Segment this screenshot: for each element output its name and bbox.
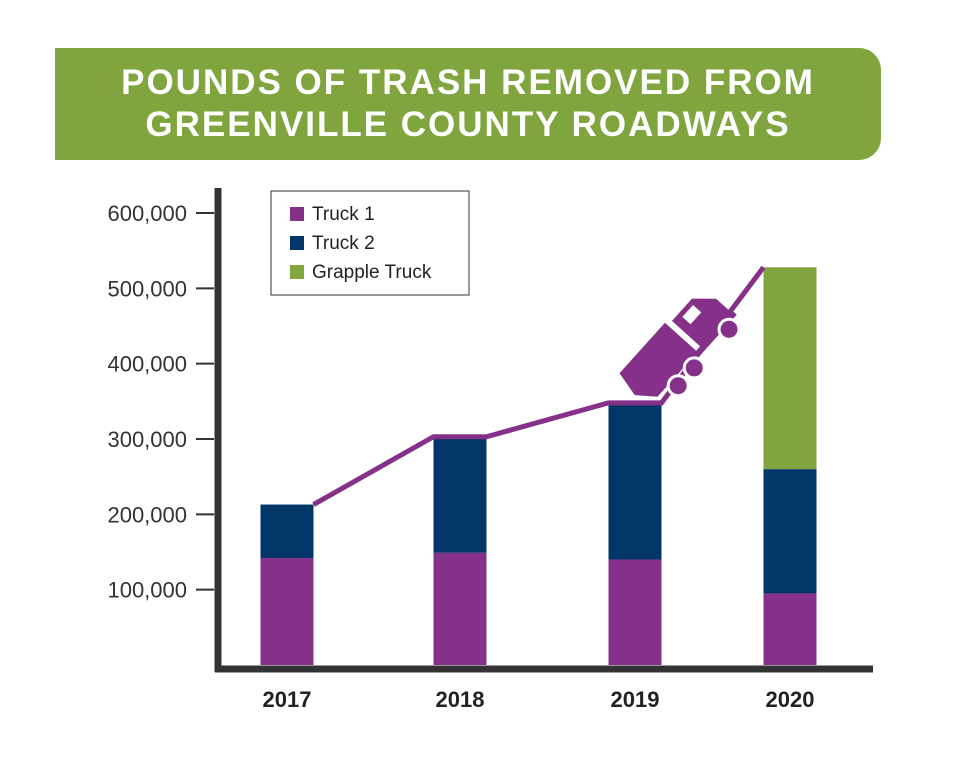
bar-truck-1-2019 — [608, 559, 662, 665]
chart-title-line-2: GREENVILLE COUNTY ROADWAYS — [145, 105, 791, 144]
x-tick-label: 2020 — [766, 687, 815, 712]
y-tick-label: 200,000 — [107, 502, 187, 527]
y-tick-label: 500,000 — [107, 276, 187, 301]
bar-truck-1-2018 — [433, 552, 487, 665]
legend: Truck 1 Truck 2 Grapple Truck — [270, 190, 470, 296]
x-tick-label: 2019 — [611, 687, 660, 712]
bar-truck-2-2018 — [433, 436, 487, 553]
bars-layer — [260, 267, 817, 665]
bar-truck-1-2017 — [260, 558, 314, 665]
y-tick-label: 600,000 — [107, 201, 187, 226]
bar-truck-2-2017 — [260, 504, 314, 559]
y-tick-label: 400,000 — [107, 352, 187, 377]
axis-layer — [214, 188, 873, 673]
x-tick-label: 2018 — [436, 687, 485, 712]
bar-grapple-truck-2020 — [763, 267, 817, 470]
y-tick-label: 100,000 — [107, 578, 187, 603]
bar-truck-2-2019 — [608, 402, 662, 560]
y-tick-label: 300,000 — [107, 427, 187, 452]
dump-truck-icon — [619, 298, 741, 398]
legend-label-truck-2: Truck 2 — [312, 233, 375, 254]
legend-label-truck-1: Truck 1 — [312, 204, 375, 225]
legend-swatch-grapple-truck — [290, 265, 304, 279]
bar-truck-1-2020 — [763, 593, 817, 665]
legend-swatch-truck-2 — [290, 236, 304, 250]
ticks-layer: 100,000 200,000 300,000 400,000 500,000 600,0… — [107, 201, 814, 712]
legend-swatch-truck-1 — [290, 207, 304, 221]
chart-title-line-1: POUNDS OF TRASH REMOVED FROM — [121, 63, 815, 102]
bar-truck-2-2020 — [763, 469, 817, 594]
title-banner: POUNDS OF TRASH REMOVED FROM GREENVILLE … — [55, 48, 881, 160]
legend-label-grapple-truck: Grapple Truck — [312, 262, 432, 283]
x-tick-label: 2017 — [263, 687, 312, 712]
